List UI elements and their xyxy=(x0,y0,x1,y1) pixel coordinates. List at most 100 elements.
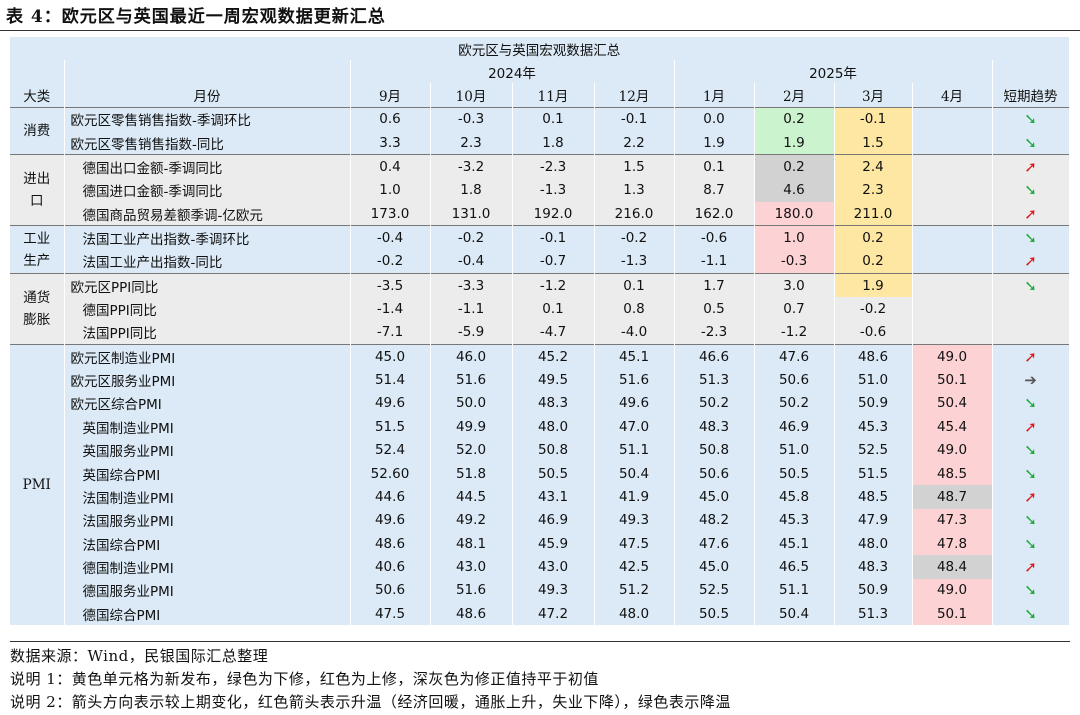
trend-down-arrow-icon: ➘ xyxy=(1024,581,1037,600)
table-row: 英国制造业PMI 51.5 49.9 48.0 47.0 48.3 46.9 45.3 45.4… xyxy=(10,415,1070,439)
value-cell: 49.6 xyxy=(594,391,675,416)
value-cell: 47.5 xyxy=(594,531,675,556)
value-cell: 50.5 xyxy=(674,601,755,626)
value-cell: 45.0 xyxy=(674,485,755,509)
table-row: 德国制造业PMI 40.6 43.0 43.0 42.5 45.0 46.5 48.3 48.4… xyxy=(10,555,1070,579)
value-cell: 46.9 xyxy=(512,508,595,532)
value-cell: 45.2 xyxy=(512,344,595,369)
value-cell: 1.3 xyxy=(594,178,675,203)
indicator-label: 法国服务业PMI xyxy=(64,508,351,532)
value-cell: 50.1 xyxy=(912,368,993,392)
value-cell: 45.3 xyxy=(754,508,835,532)
value-cell: 52.5 xyxy=(674,578,755,602)
value-cell: 51.6 xyxy=(430,368,513,392)
value-cell: 1.9 xyxy=(754,131,835,155)
table-row: 欧元区综合PMI 49.6 50.0 48.3 49.6 50.2 50.2 50.9 50.4… xyxy=(10,391,1070,416)
table-row: 德国进口金额-季调同比 1.0 1.8 -1.3 1.3 8.7 4.6 2.3 ➘ xyxy=(10,178,1070,203)
trend-down-arrow-icon: ➘ xyxy=(1024,133,1037,152)
value-cell: 48.1 xyxy=(430,531,513,556)
category-label: 消费 xyxy=(23,123,51,140)
value-cell: 50.4 xyxy=(912,391,993,416)
table-row: 消费 欧元区零售销售指数-季调环比 0.6 -0.3 0.1 -0.1 0.0 0.2 -0.1… xyxy=(10,106,1070,155)
value-cell: 45.1 xyxy=(594,344,675,369)
value-cell: 48.0 xyxy=(834,531,913,556)
value-cell: 216.0 xyxy=(594,202,675,226)
indicator-label: 欧元区制造业PMI xyxy=(64,344,351,369)
value-cell xyxy=(912,131,993,155)
value-cell: 47.6 xyxy=(674,531,755,556)
indicator-label: 欧元区PPI同比 xyxy=(64,273,351,298)
category-label: 膨胀 xyxy=(23,312,51,329)
trend-up-arrow-icon: ➚ xyxy=(1024,417,1037,436)
value-cell: 51.5 xyxy=(350,415,431,439)
value-cell: 48.6 xyxy=(834,344,913,369)
trend-cell: ➚ xyxy=(992,202,1070,226)
category-cell: 消费 xyxy=(10,106,65,155)
value-cell: 46.9 xyxy=(754,415,835,439)
trend-cell: ➘ xyxy=(992,106,1070,132)
value-cell: 0.1 xyxy=(512,106,595,132)
value-cell: 8.7 xyxy=(674,178,755,203)
value-cell: 0.7 xyxy=(754,297,835,321)
table-row: 通货 膨胀 欧元区PPI同比 -3.5 -3.3 -1.2 0.1 1.7 3.0 1.9 ➘ xyxy=(10,273,1070,345)
trend-cell: ➘ xyxy=(992,178,1070,203)
header-trend: 短期趋势 xyxy=(992,83,1070,108)
trend-cell: ➚ xyxy=(992,485,1070,509)
trend-cell: ➘ xyxy=(992,131,1070,155)
trend-up-arrow-icon: ➚ xyxy=(1024,347,1037,366)
value-cell: 1.9 xyxy=(834,273,913,298)
value-cell: -1.3 xyxy=(594,249,675,274)
table-row: 德国PPI同比 -1.4 -1.1 0.1 0.8 0.5 0.7 -0.2 xyxy=(10,297,1070,321)
note-1: 说明 1：黄色单元格为新发布，绿色为下修，红色为上修，深灰色为修正值持平于初值 xyxy=(10,670,599,688)
value-cell: 49.5 xyxy=(512,368,595,392)
value-cell: 45.3 xyxy=(834,415,913,439)
value-cell: 47.5 xyxy=(350,601,431,626)
value-cell: 2.2 xyxy=(594,131,675,155)
value-cell xyxy=(912,154,993,179)
value-cell: 180.0 xyxy=(754,202,835,226)
value-cell: 47.3 xyxy=(912,508,993,532)
category-label: PMI xyxy=(22,477,51,494)
value-cell: 49.6 xyxy=(350,391,431,416)
value-cell: 48.3 xyxy=(834,555,913,579)
table-row: 德国服务业PMI 50.6 51.6 49.3 51.2 52.5 51.1 50.9 49.0… xyxy=(10,578,1070,602)
trend-up-arrow-icon: ➚ xyxy=(1024,557,1037,576)
value-cell: 48.5 xyxy=(834,485,913,509)
value-cell: 49.6 xyxy=(350,508,431,532)
value-cell: 1.5 xyxy=(834,131,913,155)
value-cell: 48.3 xyxy=(512,391,595,416)
trend-up-arrow-icon: ➚ xyxy=(1024,487,1037,506)
trend-cell: ➚ xyxy=(992,344,1070,369)
value-cell: 50.4 xyxy=(754,601,835,626)
value-cell: 211.0 xyxy=(834,202,913,226)
header-month: 10月 xyxy=(430,83,513,108)
trend-cell: ➘ xyxy=(992,601,1070,626)
header-month: 11月 xyxy=(512,83,595,108)
category-label: 通货 xyxy=(23,290,51,307)
value-cell: 49.9 xyxy=(430,415,513,439)
value-cell: 2.3 xyxy=(430,131,513,155)
header-month: 9月 xyxy=(350,83,431,108)
indicator-label: 英国综合PMI xyxy=(64,461,351,486)
value-cell: 50.2 xyxy=(754,391,835,416)
value-cell: -4.7 xyxy=(512,320,595,345)
indicator-label: 德国出口金额-季调同比 xyxy=(64,154,351,179)
value-cell xyxy=(912,320,993,345)
value-cell: -0.1 xyxy=(512,225,595,250)
value-cell: 51.5 xyxy=(834,461,913,486)
indicator-label: 德国服务业PMI xyxy=(64,578,351,602)
value-cell: 48.0 xyxy=(512,415,595,439)
value-cell: -4.0 xyxy=(594,320,675,345)
trend-cell: ➘ xyxy=(992,461,1070,486)
trend-cell: ➘ xyxy=(992,225,1070,250)
table-row: 欧元区零售销售指数-同比 3.3 2.3 1.8 2.2 1.9 1.9 1.5 ➘ xyxy=(10,131,1070,155)
trend-cell: ➘ xyxy=(992,578,1070,602)
value-cell: -0.6 xyxy=(834,320,913,345)
value-cell: 0.5 xyxy=(674,297,755,321)
value-cell: 1.9 xyxy=(674,131,755,155)
value-cell: 43.1 xyxy=(512,485,595,509)
indicator-label: 英国制造业PMI xyxy=(64,415,351,439)
trend-cell: ➚ xyxy=(992,415,1070,439)
trend-cell: ➚ xyxy=(992,154,1070,179)
macro-data-table: 欧元区与英国宏观数据汇总 2024年 2025年 大类 月份 9月 10月 11… xyxy=(10,37,1070,626)
